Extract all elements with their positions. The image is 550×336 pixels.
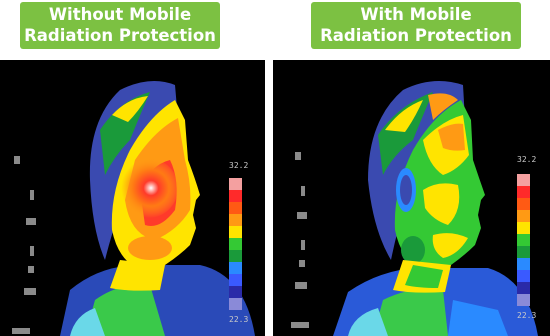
scan-glyphs xyxy=(291,152,309,328)
thermal-scan-picture: 32.2 22.3 xyxy=(12,81,255,336)
scan-glyphs xyxy=(12,156,36,334)
scale-bottom-value: 22.3 xyxy=(517,311,536,320)
thermal-scan-picture: 32.2 22.3 xyxy=(291,81,538,336)
label-without-protection: Without Mobile Radiation Protection xyxy=(20,2,220,49)
label-line-2: Radiation Protection xyxy=(24,26,216,45)
thermal-image-with-protection: 32.2 22.3 xyxy=(273,60,550,336)
temperature-scale xyxy=(517,174,530,306)
temperature-scale xyxy=(229,178,242,310)
label-line-1: With Mobile xyxy=(360,5,472,24)
thermal-image-without-protection: 32.2 22.3 xyxy=(0,60,265,336)
label-with-protection: With Mobile Radiation Protection xyxy=(311,2,521,49)
label-line-2: Radiation Protection xyxy=(320,26,512,45)
label-line-1: Without Mobile xyxy=(48,5,192,24)
scale-top-value: 32.2 xyxy=(517,155,536,164)
scale-top-value: 32.2 xyxy=(229,161,248,170)
scale-bottom-value: 22.3 xyxy=(229,315,248,324)
